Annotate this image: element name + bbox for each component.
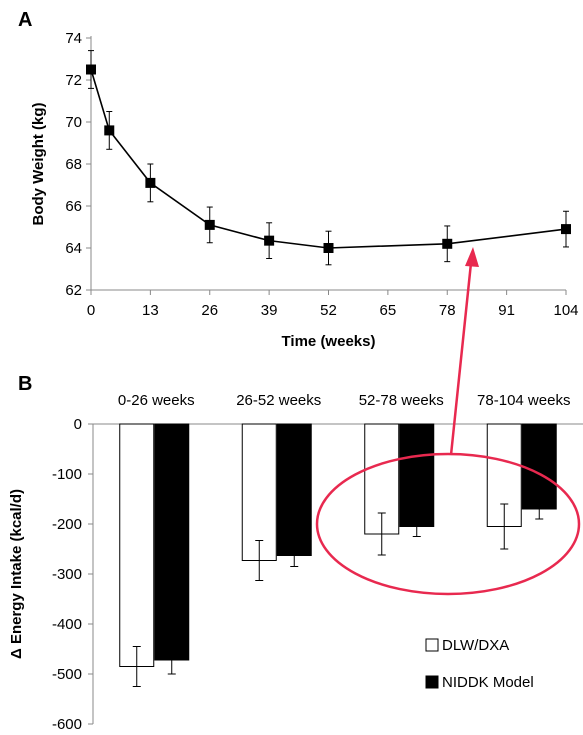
panel-a: A 62 64 66 68 70 72 74 0 13 26 39 52 65 78 91 104 Time (w… xyxy=(18,9,579,350)
panel-label-b: B xyxy=(18,373,32,395)
x-tick-label: 65 xyxy=(380,302,397,319)
bar-niddk-model xyxy=(521,423,557,510)
y-tick-label: -200 xyxy=(52,516,82,533)
data-point xyxy=(323,243,334,253)
bar-dlw-dxa xyxy=(241,423,277,561)
bar-dlw-dxa xyxy=(119,423,155,667)
bar-niddk-model xyxy=(399,423,435,527)
data-point xyxy=(561,224,571,235)
x-axis-title: Time (weeks) xyxy=(282,333,376,350)
y-tick-label: -500 xyxy=(52,666,82,683)
panel-b: B 0 -100 -200 -300 -400 -500 -600 Δ Energy Intak… xyxy=(8,373,583,733)
series-line xyxy=(90,69,567,249)
highlight-ellipse xyxy=(315,452,581,596)
data-point xyxy=(204,219,215,230)
category-label: 78-104 weeks xyxy=(477,392,570,409)
legend-swatch-niddk-model xyxy=(425,675,439,689)
y-tick-label: 68 xyxy=(65,156,82,173)
x-tick-label: 91 xyxy=(498,302,515,319)
data-point xyxy=(145,177,156,188)
y-tick-label: 66 xyxy=(65,198,82,215)
y-tick-label: 0 xyxy=(74,416,82,433)
category-label: 52-78 weeks xyxy=(359,392,444,409)
x-tick-label: 0 xyxy=(87,302,95,319)
x-tick-label: 39 xyxy=(261,302,278,319)
data-point xyxy=(86,64,96,75)
x-tick-label: 52 xyxy=(320,302,337,319)
x-tick-label: 78 xyxy=(439,302,456,319)
x-tick-label: 26 xyxy=(201,302,218,319)
y-tick-label: -100 xyxy=(52,466,82,483)
x-tick-label: 13 xyxy=(142,302,159,319)
bar-niddk-model xyxy=(276,423,312,556)
legend-swatch-dlw-dxa xyxy=(425,638,439,652)
legend-label-dlw-dxa: DLW/DXA xyxy=(442,637,509,654)
y-tick-label: 64 xyxy=(65,240,82,257)
bar-niddk-model xyxy=(154,423,190,661)
y-tick-label: 72 xyxy=(65,72,82,89)
data-point xyxy=(264,235,275,246)
y-tick-label: 62 xyxy=(65,282,82,299)
x-tick-label: 104 xyxy=(553,302,578,319)
category-label: 0-26 weeks xyxy=(118,392,195,409)
y-tick-label: 70 xyxy=(65,114,82,131)
legend-label-niddk-model: NIDDK Model xyxy=(442,674,534,691)
annotation xyxy=(315,247,581,596)
y-axis-title: Δ Energy Intake (kcal/d) xyxy=(8,489,25,659)
y-axis-title: Body Weight (kg) xyxy=(30,102,47,225)
y-tick-label: 74 xyxy=(65,30,82,47)
data-point xyxy=(104,125,115,136)
y-tick-label: -600 xyxy=(52,716,82,733)
category-label: 26-52 weeks xyxy=(236,392,321,409)
legend: DLW/DXA NIDDK Model xyxy=(425,637,534,691)
panel-label-a: A xyxy=(18,9,32,31)
arrow-head xyxy=(465,247,479,267)
arrow-shaft xyxy=(449,262,473,456)
y-tick-label: -300 xyxy=(52,566,82,583)
y-tick-label: -400 xyxy=(52,616,82,633)
data-point xyxy=(442,238,453,249)
